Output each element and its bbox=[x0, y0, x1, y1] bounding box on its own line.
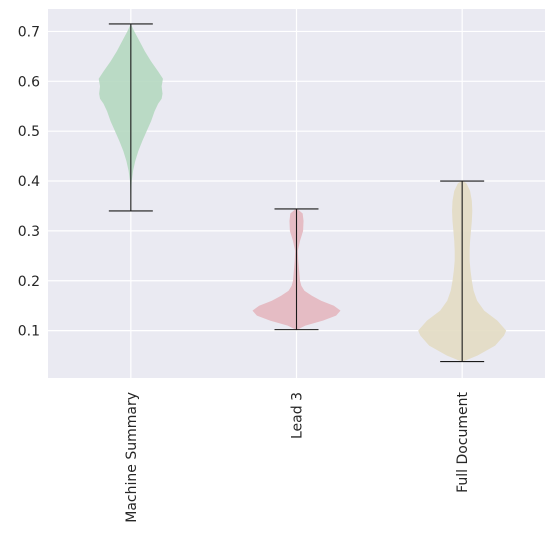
y-tick-label-2: 0.3 bbox=[18, 224, 40, 240]
y-tick-label-1: 0.2 bbox=[18, 274, 40, 290]
y-tick-label-5: 0.6 bbox=[18, 74, 40, 90]
x-tick-label-1: Lead 3 bbox=[290, 392, 306, 439]
y-tick-label-6: 0.7 bbox=[18, 24, 40, 40]
y-tick-label-3: 0.4 bbox=[18, 174, 40, 190]
y-tick-label-4: 0.5 bbox=[18, 124, 40, 140]
x-tick-label-2: Full Document bbox=[455, 391, 471, 492]
y-tick-label-0: 0.1 bbox=[18, 324, 40, 340]
x-tick-label-0: Machine Summary bbox=[124, 392, 140, 523]
